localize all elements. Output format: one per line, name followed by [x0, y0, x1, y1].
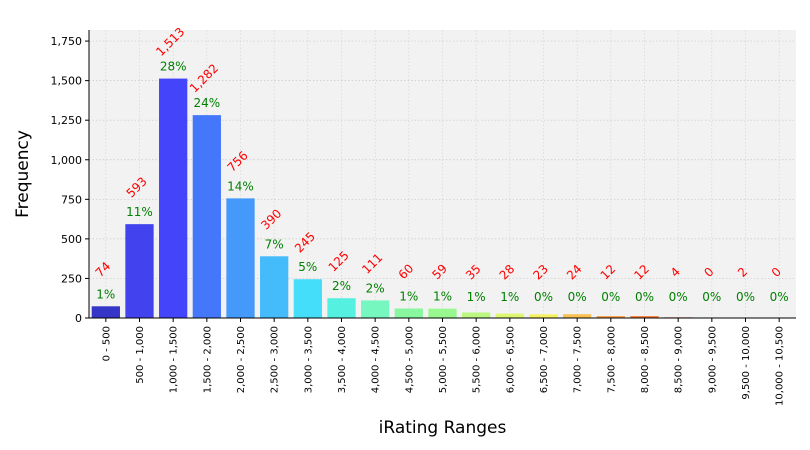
x-tick-label: 3,500 - 4,000: [337, 326, 348, 393]
y-axis-title: Frequency: [13, 130, 33, 218]
percent-label: 14%: [227, 179, 254, 193]
y-tick-label: 250: [61, 272, 82, 285]
x-tick-label: 4,000 - 4,500: [371, 326, 382, 393]
percent-label: 0%: [736, 290, 755, 304]
x-tick-label: 1,500 - 2,000: [202, 326, 213, 393]
percent-label: 0%: [702, 290, 721, 304]
y-tick-label: 0: [75, 312, 82, 325]
bar: [91, 306, 120, 318]
percent-label: 0%: [635, 290, 654, 304]
percent-label: 2%: [366, 281, 385, 295]
bar: [159, 78, 188, 318]
y-tick-label: 1,500: [51, 75, 83, 88]
percent-label: 1%: [96, 287, 115, 301]
y-tick-label: 1,250: [51, 114, 83, 127]
percent-label: 0%: [770, 290, 789, 304]
x-tick-label: 4,500 - 5,000: [404, 326, 415, 393]
x-tick-label: 9,500 - 10,000: [741, 326, 752, 400]
x-tick-label: 7,000 - 7,500: [573, 326, 584, 393]
percent-label: 11%: [126, 205, 153, 219]
x-tick-label: 5,000 - 5,500: [438, 326, 449, 393]
x-tick-label: 10,000 - 10,500: [775, 326, 786, 406]
percent-label: 5%: [298, 260, 317, 274]
percent-label: 1%: [500, 290, 519, 304]
x-tick-label: 8,500 - 9,000: [674, 326, 685, 393]
bar: [192, 115, 221, 318]
x-tick-label: 7,500 - 8,000: [606, 326, 617, 393]
percent-label: 0%: [669, 290, 688, 304]
percent-label: 24%: [193, 96, 220, 110]
bar: [293, 279, 322, 318]
percent-label: 7%: [265, 237, 284, 251]
x-axis-title: iRating Ranges: [379, 418, 507, 438]
percent-label: 0%: [534, 290, 553, 304]
y-tick-label: 500: [61, 233, 82, 246]
x-tick-label: 6,500 - 7,000: [539, 326, 550, 393]
x-tick-label: 500 - 1,000: [135, 326, 146, 384]
y-tick-label: 1,750: [51, 35, 83, 48]
percent-label: 1%: [433, 290, 452, 304]
bar: [428, 308, 457, 318]
bar: [394, 308, 423, 318]
x-tick-label: 3,000 - 3,500: [303, 326, 314, 393]
x-tick-label: 5,500 - 6,000: [472, 326, 483, 393]
x-tick-label: 1,000 - 1,500: [169, 326, 180, 393]
percent-label: 2%: [332, 279, 351, 293]
bar: [529, 314, 558, 318]
x-tick-label: 6,000 - 6,500: [505, 326, 516, 393]
bar: [596, 316, 625, 318]
x-tick-label: 2,000 - 2,500: [236, 326, 247, 393]
bar: [125, 224, 154, 318]
x-tick-label: 9,000 - 9,500: [707, 326, 718, 393]
percent-label: 28%: [160, 60, 187, 74]
percent-label: 0%: [601, 290, 620, 304]
percent-label: 1%: [467, 290, 486, 304]
bar: [462, 312, 491, 318]
x-tick-label: 0 - 500: [101, 326, 112, 361]
x-tick-label: 2,500 - 3,000: [270, 326, 281, 393]
bar: [630, 316, 659, 318]
bar: [563, 314, 592, 318]
bar: [495, 313, 524, 318]
bars: [91, 78, 760, 318]
x-tick-label: 8,000 - 8,500: [640, 326, 651, 393]
y-axis-ticks: 0 250 500 750 1,000 1,250 1,500 1,750: [51, 35, 89, 325]
y-tick-label: 1,000: [51, 154, 83, 167]
percent-label: 0%: [568, 290, 587, 304]
bar: [260, 256, 289, 318]
percent-label: 1%: [399, 290, 418, 304]
y-tick-label: 750: [61, 193, 82, 206]
bar: [361, 300, 390, 318]
x-axis-ticks: 0 - 500 500 - 1,000 1,000 - 1,500 1,500 - 2…: [101, 318, 786, 406]
bar: [226, 198, 255, 318]
bar: [327, 298, 356, 318]
